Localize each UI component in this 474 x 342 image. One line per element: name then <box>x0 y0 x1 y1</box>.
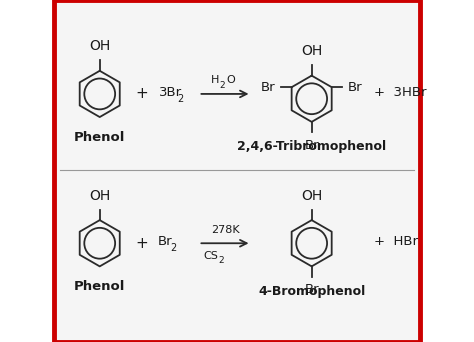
Text: +: + <box>135 87 148 102</box>
Text: 2: 2 <box>219 81 225 90</box>
Text: Br: Br <box>348 81 363 94</box>
Text: Phenol: Phenol <box>74 131 126 144</box>
Text: 2: 2 <box>170 243 176 253</box>
Text: Br: Br <box>304 283 319 296</box>
Text: 2: 2 <box>219 256 224 265</box>
Text: H: H <box>211 75 219 85</box>
Text: +  HBr: + HBr <box>374 235 418 248</box>
Text: OH: OH <box>301 189 322 203</box>
Text: +  3HBr: + 3HBr <box>374 86 427 98</box>
Text: CS: CS <box>204 251 219 261</box>
Text: OH: OH <box>301 44 322 58</box>
FancyBboxPatch shape <box>54 0 420 342</box>
Text: Br: Br <box>157 235 172 248</box>
Text: +: + <box>135 236 148 251</box>
Text: Br: Br <box>304 139 319 152</box>
Text: OH: OH <box>89 39 110 53</box>
Text: 4-Bromophenol: 4-Bromophenol <box>258 285 365 298</box>
Text: 278K: 278K <box>210 225 239 235</box>
Text: Phenol: Phenol <box>74 280 126 293</box>
Text: 2: 2 <box>177 94 183 104</box>
Text: O: O <box>227 75 235 85</box>
Text: OH: OH <box>89 189 110 203</box>
Text: 2,4,6-Tribromophenol: 2,4,6-Tribromophenol <box>237 141 386 154</box>
Text: 3Br: 3Br <box>159 86 182 98</box>
Text: Br: Br <box>261 81 275 94</box>
